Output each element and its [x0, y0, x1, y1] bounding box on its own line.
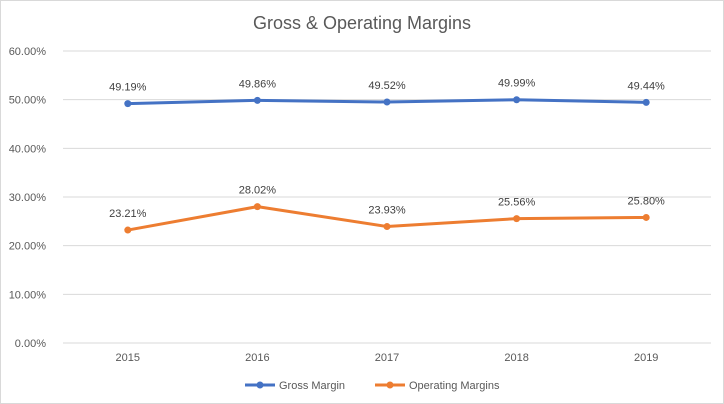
y-tick-label: 10.00% [9, 289, 47, 301]
data-point [253, 203, 261, 211]
data-label: 23.93% [368, 205, 406, 217]
y-tick-label: 0.00% [15, 338, 46, 350]
data-point [383, 223, 391, 231]
y-tick-label: 50.00% [9, 95, 47, 107]
x-tick-label: 2017 [375, 352, 399, 364]
data-label: 49.44% [628, 80, 666, 92]
x-tick-label: 2016 [245, 352, 269, 364]
data-point [253, 96, 261, 104]
data-label: 49.86% [239, 78, 277, 90]
data-point [124, 226, 132, 234]
x-tick-label: 2019 [634, 352, 658, 364]
data-label: 49.19% [109, 82, 147, 94]
series-lines [124, 96, 650, 234]
data-point [124, 100, 132, 108]
data-label: 25.56% [498, 197, 536, 209]
data-point [513, 215, 521, 223]
data-label: 25.80% [628, 195, 666, 207]
data-point [642, 213, 650, 221]
data-point [513, 96, 521, 104]
gridlines [63, 50, 711, 344]
data-label: 23.21% [109, 208, 147, 220]
data-label: 28.02% [239, 185, 277, 197]
legend-label: Gross Margin [279, 380, 345, 392]
data-label: 49.52% [368, 80, 406, 92]
data-point [383, 98, 391, 106]
chart-title: Gross & Operating Margins [253, 13, 471, 33]
y-tick-label: 30.00% [9, 192, 47, 204]
legend: Gross Margin Operating Margins [245, 380, 500, 392]
x-tick-label: 2015 [116, 352, 140, 364]
legend-swatch-marker [386, 381, 394, 389]
data-point [642, 98, 650, 106]
y-axis-tick-labels: 0.00% 10.00% 20.00% 30.00% 40.00% 50.00% 60.00… [9, 46, 47, 350]
y-tick-label: 20.00% [9, 241, 47, 253]
legend-swatch-marker [256, 381, 264, 389]
data-label: 49.99% [498, 78, 536, 90]
data-labels: 49.19% 49.86% 49.52% 49.99% 49.44% 23.21% 28.0… [109, 78, 665, 220]
y-tick-label: 60.00% [9, 46, 47, 58]
y-tick-label: 40.00% [9, 143, 47, 155]
legend-label: Operating Margins [409, 380, 500, 392]
x-axis-tick-labels: 2015 2016 2017 2018 2019 [116, 352, 659, 364]
x-tick-label: 2018 [504, 352, 528, 364]
